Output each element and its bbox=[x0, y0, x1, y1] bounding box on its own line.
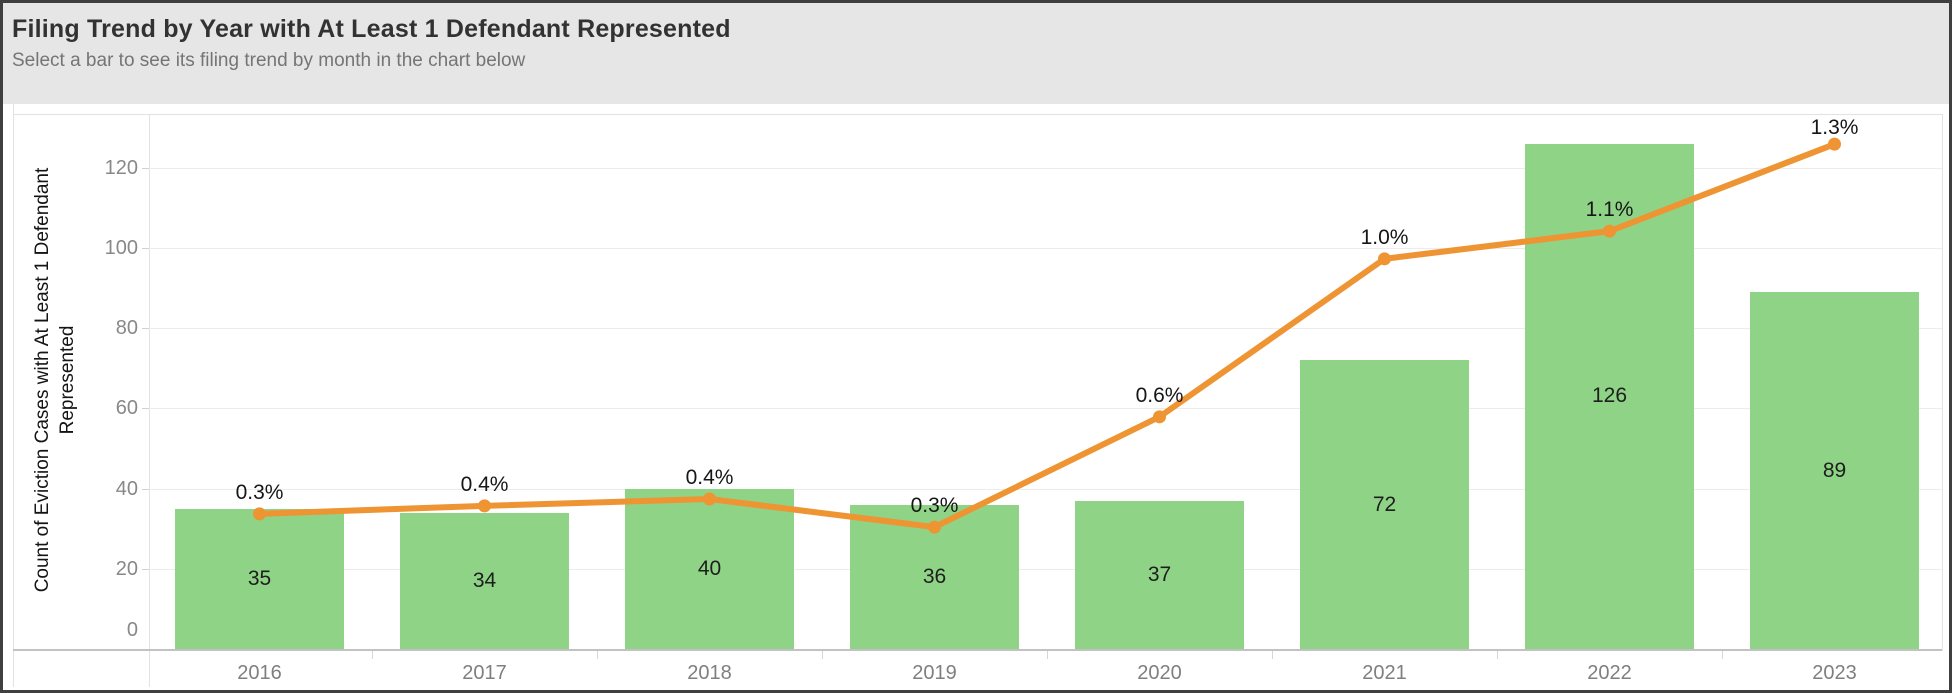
bar-line-chart: Count of Eviction Cases with At Least 1 … bbox=[3, 104, 1949, 690]
x-tick-label-2020: 2020 bbox=[1137, 662, 1182, 684]
x-tick-label-2017: 2017 bbox=[462, 662, 507, 684]
y-tick-mark bbox=[142, 248, 149, 249]
y-tick-mark bbox=[142, 328, 149, 330]
x-tick-label-2016: 2016 bbox=[237, 662, 282, 684]
chart-title: Filing Trend by Year with At Least 1 Def… bbox=[12, 15, 731, 43]
y-tick-label: 40 bbox=[115, 477, 138, 500]
chart-header: Filing Trend by Year with At Least 1 Def… bbox=[3, 3, 1949, 104]
y-tick-mark bbox=[142, 167, 149, 169]
bar-value-label: 126 bbox=[1591, 384, 1628, 408]
y-tick-label: 80 bbox=[115, 317, 138, 340]
y-tick-mark bbox=[142, 408, 149, 410]
bar-value-label: 34 bbox=[472, 568, 497, 592]
percent-label-2020: 0.6% bbox=[1135, 383, 1184, 407]
percent-label-2022: 1.1% bbox=[1585, 198, 1634, 222]
percent-label-2023: 1.3% bbox=[1810, 116, 1859, 139]
bar-2017[interactable]: 34 bbox=[400, 512, 569, 649]
gridline bbox=[149, 488, 1942, 490]
trend-point-2019[interactable] bbox=[928, 520, 941, 534]
bar-2016[interactable]: 35 bbox=[175, 508, 344, 649]
bar-value-label: 89 bbox=[1822, 458, 1847, 482]
gridline bbox=[149, 328, 1942, 330]
trend-point-2020[interactable] bbox=[1153, 410, 1166, 424]
y-tick-label: 100 bbox=[104, 237, 138, 259]
percent-label-2021: 1.0% bbox=[1360, 225, 1409, 249]
y-tick-label: 120 bbox=[104, 156, 138, 179]
pane-top-border bbox=[13, 114, 1942, 115]
bar-value-label: 35 bbox=[247, 566, 272, 590]
x-tick-mark bbox=[1722, 651, 1723, 659]
x-tick-mark bbox=[1047, 651, 1048, 659]
chart-subtitle: Select a bar to see its filing trend by … bbox=[12, 50, 526, 71]
x-tick-mark bbox=[1272, 651, 1273, 659]
x-tick-label-2021: 2021 bbox=[1362, 662, 1407, 684]
x-axis-line bbox=[13, 649, 1942, 651]
x-tick-mark bbox=[372, 651, 373, 659]
bar-value-label: 40 bbox=[697, 556, 722, 580]
gridline bbox=[149, 248, 1942, 249]
percent-label-2018: 0.4% bbox=[685, 466, 734, 490]
x-tick-mark bbox=[597, 651, 598, 659]
y-tick-mark bbox=[142, 488, 149, 490]
x-tick-label-2019: 2019 bbox=[912, 662, 957, 684]
bar-value-label: 72 bbox=[1372, 492, 1397, 516]
x-tick-mark bbox=[822, 651, 823, 659]
percent-label-2019: 0.3% bbox=[910, 494, 959, 518]
y-tick-label: 20 bbox=[115, 557, 138, 580]
gridline bbox=[149, 568, 1942, 570]
y-axis-line bbox=[149, 114, 150, 687]
percent-label-2016: 0.3% bbox=[235, 480, 284, 504]
trend-point-2022[interactable] bbox=[1603, 224, 1616, 238]
trend-point-2023[interactable] bbox=[1828, 137, 1841, 151]
bar-2020[interactable]: 37 bbox=[1075, 500, 1244, 649]
trend-line-path bbox=[256, 141, 1838, 531]
pane-right-border bbox=[1942, 114, 1943, 651]
y-tick-label: 60 bbox=[115, 397, 138, 420]
x-tick-mark bbox=[1497, 651, 1498, 659]
bar-2023[interactable]: 89 bbox=[1750, 292, 1919, 649]
trend-point-2016[interactable] bbox=[253, 507, 266, 521]
x-tick-label-2023: 2023 bbox=[1812, 662, 1857, 684]
percent-label-2017: 0.4% bbox=[460, 472, 509, 496]
bar-value-label: 37 bbox=[1147, 562, 1172, 586]
x-tick-label-2022: 2022 bbox=[1587, 662, 1632, 684]
bar-2021[interactable]: 72 bbox=[1300, 360, 1469, 649]
gridline bbox=[149, 408, 1942, 410]
pane-left-border bbox=[13, 104, 14, 687]
y-tick-label: 0 bbox=[126, 619, 138, 641]
x-tick-label-2018: 2018 bbox=[687, 662, 732, 684]
trend-point-2018[interactable] bbox=[703, 492, 716, 506]
gridline bbox=[149, 167, 1942, 169]
trend-point-2017[interactable] bbox=[478, 499, 491, 513]
bar-value-label: 36 bbox=[922, 564, 947, 588]
bar-2018[interactable]: 40 bbox=[625, 488, 794, 649]
percent-trend-line bbox=[253, 137, 1841, 534]
y-tick-mark bbox=[142, 568, 149, 570]
trend-point-2021[interactable] bbox=[1378, 252, 1391, 266]
